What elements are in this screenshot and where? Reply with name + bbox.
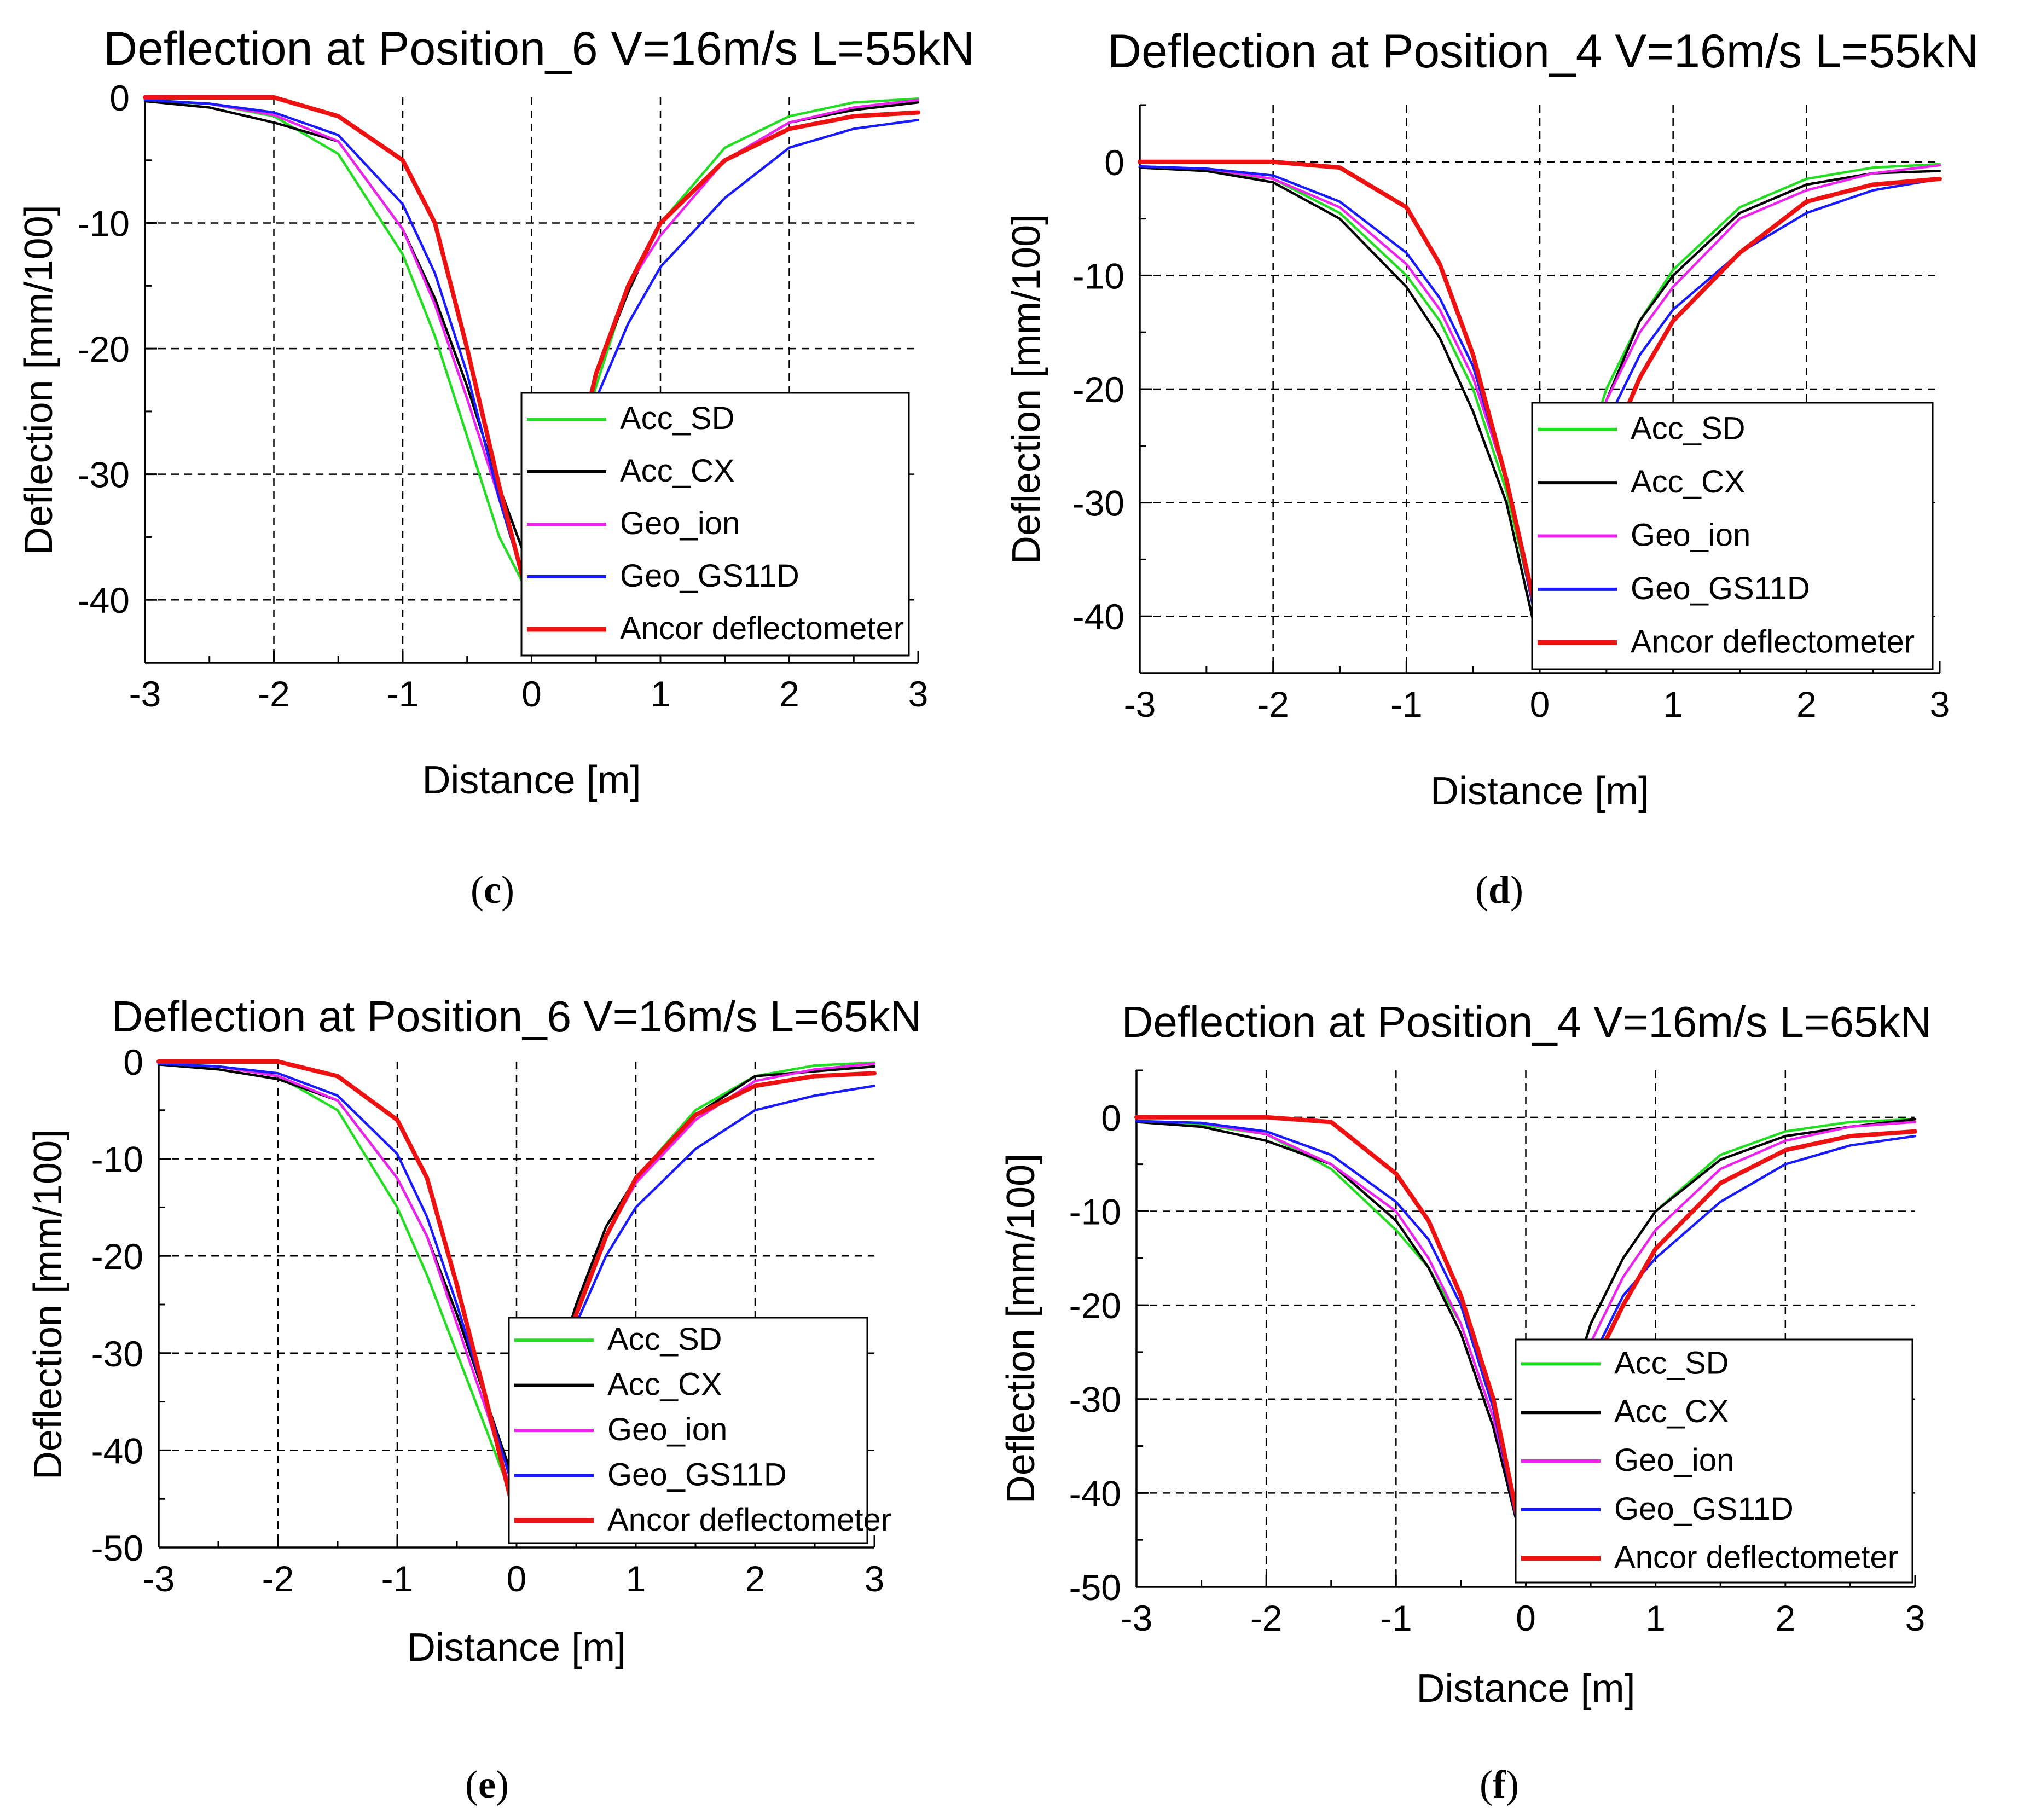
x-tick-label: 0 [1530,684,1550,724]
y-tick-label: -20 [1072,369,1124,410]
y-tick-label: -10 [1069,1191,1121,1232]
chart-title: Deflection at Position_6 V=16m/s L=55kN [103,22,975,75]
legend-label: Acc_CX [620,453,735,489]
x-tick-label: 0 [507,1558,527,1599]
x-tick-label: 2 [1775,1598,1795,1638]
x-tick-label: 2 [1796,684,1817,724]
x-tick-label: 1 [626,1558,646,1599]
x-axis-label: Distance [m] [407,1626,626,1670]
x-tick-label: -3 [1124,684,1156,724]
x-tick-label: -2 [1257,684,1289,724]
legend-label: Acc_SD [1631,411,1746,447]
panel-label: (f) [1480,1763,1519,1806]
y-axis-label: Deflection [mm/100] [17,205,61,555]
panel-label: (d) [1475,868,1523,912]
x-tick-label: -3 [1121,1598,1153,1638]
x-tick-label: -2 [258,674,290,714]
x-tick-label: -1 [1380,1598,1412,1638]
x-tick-label: 0 [521,674,542,714]
y-axis-label: Deflection [mm/100] [999,1154,1043,1504]
x-tick-label: 2 [779,674,799,714]
y-tick-label: -40 [1069,1473,1121,1514]
x-tick-label: 1 [1645,1598,1666,1638]
legend-label: Ancor deflectometer [1614,1540,1898,1575]
x-axis-label: Distance [m] [1416,1667,1635,1711]
x-tick-label: -3 [129,674,161,714]
x-tick-label: -1 [1390,684,1423,724]
chart-title: Deflection at Position_4 V=16m/s L=65kN [1122,998,1932,1046]
legend-label: Geo_ion [607,1412,727,1447]
y-tick-label: -30 [1069,1380,1121,1420]
x-tick-label: -3 [143,1558,175,1599]
y-tick-label: -10 [78,204,130,244]
y-axis-label: Deflection [mm/100] [26,1129,70,1480]
legend-label: Acc_SD [1614,1345,1729,1381]
y-tick-label: 0 [123,1042,143,1082]
y-tick-label: -40 [91,1430,143,1471]
y-tick-label: 0 [109,78,130,118]
y-tick-label: 0 [1104,142,1124,183]
x-tick-label: 1 [1663,684,1683,724]
x-axis-label: Distance [m] [422,758,641,802]
y-tick-label: -40 [78,580,130,621]
y-tick-label: -30 [1072,483,1124,524]
legend-label: Geo_GS11D [1631,571,1810,606]
y-tick-label: -10 [91,1139,143,1180]
legend-label: Geo_GS11D [1614,1491,1794,1527]
legend-label: Geo_ion [1614,1442,1734,1478]
x-tick-label: -1 [387,674,419,714]
x-tick-label: 2 [745,1558,766,1599]
legend-label: Geo_ion [1631,518,1750,553]
legend-label: Acc_SD [607,1321,722,1357]
y-tick-label: -20 [1069,1285,1121,1326]
x-tick-label: -2 [262,1558,294,1599]
legend-label: Acc_CX [1631,464,1746,500]
y-tick-label: -20 [78,329,130,369]
legend: Acc_SD Acc_CX Geo_ion Geo_GS11D Ancor deflec… [1515,1338,1913,1584]
legend-label: Acc_SD [620,401,735,436]
x-axis-label: Distance [m] [1430,769,1649,813]
chart-title: Deflection at Position_4 V=16m/s L=55kN [1107,25,1979,78]
legend-label: Geo_ion [620,506,740,541]
x-tick-label: 3 [1930,684,1950,724]
x-tick-label: -2 [1250,1598,1283,1638]
y-axis-label: Deflection [mm/100] [1005,214,1048,564]
legend-label: Geo_GS11D [607,1457,787,1492]
y-tick-label: -30 [91,1334,143,1374]
legend: Acc_SD Acc_CX Geo_ion Geo_GS11D Ancor deflec… [508,1317,891,1544]
y-tick-label: -10 [1072,256,1124,296]
legend: Acc_SD Acc_CX Geo_ion Geo_GS11D Ancor deflec… [520,392,910,657]
y-tick-label: -50 [91,1528,143,1568]
x-tick-label: -1 [381,1558,414,1599]
chart-title: Deflection at Position_6 V=16m/s L=65kN [112,992,922,1041]
legend-label: Ancor deflectometer [1631,624,1915,659]
legend-label: Ancor deflectometer [607,1502,891,1538]
x-tick-label: 3 [1905,1598,1926,1638]
x-tick-label: 1 [651,674,671,714]
x-tick-label: 3 [865,1558,885,1599]
legend-label: Ancor deflectometer [620,611,904,646]
x-tick-label: 0 [1516,1598,1536,1638]
legend-label: Geo_GS11D [620,558,799,594]
y-tick-label: -20 [91,1236,143,1277]
y-tick-label: -50 [1069,1567,1121,1608]
legend-label: Acc_CX [1614,1394,1729,1429]
y-tick-label: -40 [1072,596,1124,637]
legend-label: Acc_CX [607,1367,722,1402]
legend: Acc_SD Acc_CX Geo_ion Geo_GS11D Ancor deflec… [1531,402,1934,670]
x-tick-label: 3 [908,674,929,714]
y-tick-label: -30 [78,455,130,495]
y-tick-label: 0 [1101,1098,1121,1138]
panel-label: (e) [465,1763,509,1806]
panel-label: (c) [471,868,514,912]
